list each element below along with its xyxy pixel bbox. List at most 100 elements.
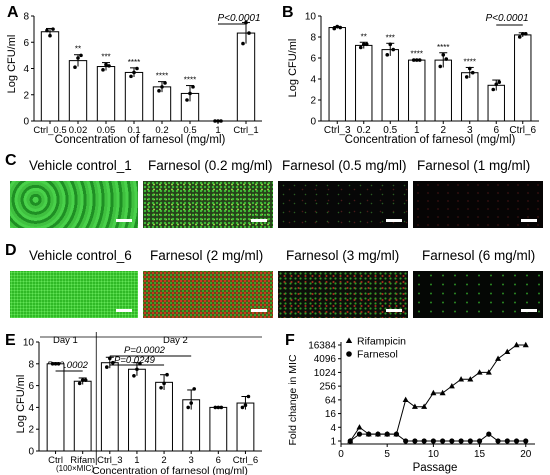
y-axis-label: Log CFU/ml	[6, 35, 18, 94]
y-tick-label: 6	[23, 38, 29, 49]
y-tick-label: 2	[28, 425, 34, 436]
data-point	[388, 42, 393, 47]
y-tick-label: 16	[325, 409, 337, 420]
data-point	[430, 438, 436, 444]
data-point	[497, 80, 502, 84]
data-point	[244, 20, 248, 25]
bar	[328, 27, 346, 122]
data-point	[332, 26, 337, 31]
bar	[40, 31, 60, 122]
scale-bar	[521, 309, 537, 312]
image-title: Vehicle control_6	[29, 248, 132, 263]
data-point	[76, 56, 80, 60]
y-tick-label: 4	[23, 64, 29, 75]
legend-label: Rifampicin	[357, 336, 406, 348]
y-tick-label: 8	[28, 359, 34, 370]
x-tick-label: Ctrl	[48, 455, 63, 466]
x-tick-label: Ctrl_0.5	[33, 125, 66, 136]
bar	[514, 34, 532, 122]
micrograph	[10, 271, 138, 318]
y-tick-label: 6	[28, 381, 34, 392]
y-axis-label: Log CFU/ml	[15, 375, 27, 434]
data-point	[191, 85, 195, 89]
x-tick-label: 0.2	[155, 125, 168, 136]
significance-stars: ****	[156, 72, 168, 81]
data-point	[393, 431, 400, 437]
data-point	[384, 431, 390, 437]
data-point	[77, 381, 82, 386]
bar	[236, 402, 255, 452]
y-tick-label: 1	[330, 437, 336, 448]
data-point	[132, 373, 136, 378]
data-point	[246, 394, 251, 399]
data-point	[335, 24, 340, 29]
data-point	[441, 53, 446, 57]
data-point	[522, 341, 529, 348]
data-point	[101, 68, 105, 72]
significance-stars: **	[75, 45, 81, 54]
data-point	[192, 387, 196, 391]
data-point	[411, 58, 416, 62]
data-point	[213, 405, 218, 410]
day-label: Day 1	[53, 335, 78, 346]
x-tick-label: 15	[474, 449, 486, 460]
data-point	[358, 45, 363, 50]
x-axis-label: Concentration of farnesol (mg/ml)	[345, 134, 516, 146]
y-axis-label: Log CFU/ml	[287, 39, 299, 98]
y-tick-label: 6	[310, 54, 316, 65]
data-point	[485, 369, 492, 375]
micrograph	[143, 181, 273, 228]
data-point	[412, 438, 418, 444]
data-point	[385, 53, 390, 57]
x-tick-label: Ctrl_6	[233, 455, 258, 466]
data-point	[108, 356, 112, 361]
data-point	[213, 119, 217, 123]
y-tick-label: 10	[305, 12, 317, 23]
data-point	[157, 89, 161, 93]
panel-label: D	[5, 242, 17, 259]
data-point	[79, 53, 83, 58]
data-point	[467, 438, 473, 444]
data-point	[73, 65, 77, 69]
data-point	[159, 385, 163, 390]
data-point	[243, 403, 248, 408]
y-axis-label: Fold change in MIC	[287, 354, 299, 445]
scale-bar	[386, 309, 402, 312]
bar	[434, 59, 452, 122]
x-tick-label: 0.05	[97, 125, 116, 136]
data-point	[440, 438, 446, 444]
x-axis-label: Passage	[413, 462, 458, 474]
panel-a-chart: A Log CFU/ml Concentration of farnesol (…	[6, 4, 262, 146]
data-point	[356, 424, 363, 430]
x-tick-label: 10	[428, 449, 440, 460]
y-tick-label: 2	[310, 96, 316, 107]
data-point	[165, 372, 169, 377]
y-tick-label: 256	[319, 382, 336, 393]
data-point	[186, 405, 190, 410]
y-tick-label: 4	[330, 423, 336, 434]
panel-label: B	[282, 4, 294, 21]
data-point	[467, 376, 474, 382]
bar	[236, 32, 256, 122]
panel-label: F	[285, 332, 295, 349]
y-tick-label: 0	[310, 117, 316, 128]
x-tick-label: Ctrl_3	[97, 455, 122, 466]
x-tick-label: 0	[338, 449, 344, 460]
data-point	[219, 119, 223, 123]
panel-e-chart: E Log CFU/ml Day 1 Day 2 P=0.0002 P=0.00…	[5, 332, 262, 475]
data-point	[162, 381, 166, 386]
data-point	[356, 431, 363, 437]
data-point	[476, 438, 483, 444]
data-point	[135, 66, 139, 71]
legend-label: Farnesol	[357, 349, 398, 361]
data-point	[188, 91, 192, 96]
scale-bar	[116, 219, 132, 222]
y-tick-label: 8	[23, 12, 29, 23]
data-point	[189, 401, 193, 405]
bar	[408, 59, 426, 122]
bar	[155, 381, 173, 452]
data-point	[467, 66, 472, 71]
panel-c: C Vehicle control_1 Farnesol (0.2 mg/ml)…	[0, 148, 550, 238]
x-tick-label: Rifam	[70, 455, 95, 466]
